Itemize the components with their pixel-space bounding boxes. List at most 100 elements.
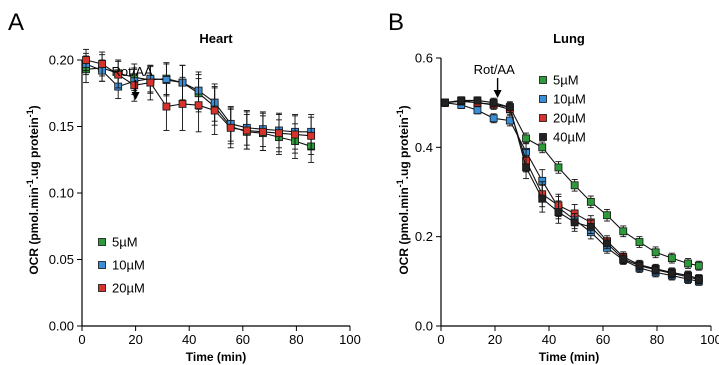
data-point [242, 126, 251, 135]
data-point [619, 255, 628, 263]
annotation-label: Rot/AA [112, 64, 154, 79]
legend-label: 5µM [553, 73, 579, 88]
data-point [258, 127, 267, 136]
y-axis-label-heart: OCR (pmol.min-1.ug protein-1) [25, 105, 41, 274]
data-point [473, 106, 482, 115]
y-axis-label-superscript: -1 [395, 109, 405, 117]
x-tick-label-heart: 0 [78, 332, 85, 347]
data-point [146, 78, 155, 87]
chart-title-lung: Lung [553, 31, 585, 46]
data-point [651, 248, 660, 257]
y-tick-label-heart: 0.05 [49, 252, 74, 267]
data-point [522, 134, 530, 143]
data-point [586, 197, 595, 206]
data-point [457, 96, 466, 105]
y-axis-label-part: OCR (pmol.min [27, 187, 41, 274]
data-point [586, 222, 595, 231]
data-point [694, 275, 703, 284]
data-point [82, 56, 90, 64]
x-tick-label-heart: 40 [182, 332, 196, 347]
data-point [538, 143, 547, 152]
data-point [114, 70, 123, 79]
y-tick-label-heart: 0.20 [49, 53, 74, 68]
panel-letter-b: B [388, 9, 404, 36]
series-line [444, 99, 699, 281]
data-point [603, 211, 611, 220]
y-tick-label-lung: 0.0 [415, 319, 433, 334]
panel-lung: B Lung OCR (pmol.min-1.ug protein-1) Tim… [388, 9, 719, 364]
annotation-label: Rot/AA [474, 62, 516, 77]
y-axis-label-part: ) [397, 105, 411, 109]
annotation-rot-aa-lung: Rot/AA [474, 62, 516, 98]
y-axis-label-superscript: -1 [395, 179, 405, 187]
x-tick-label-heart: 80 [289, 332, 303, 347]
data-point [307, 131, 316, 140]
data-point [505, 103, 514, 112]
data-point [684, 272, 692, 281]
series-lung-4 [441, 96, 703, 285]
y-axis-label-part: .ug protein [27, 117, 41, 179]
x-axis-label-lung: Time (min) [539, 350, 599, 364]
data-point [570, 218, 579, 227]
legend-label: 5µM [112, 235, 138, 250]
data-point [291, 130, 299, 139]
plot-area-heart: 0.00 0.05 0.10 0.15 0.20 0 20 40 60 80 100 5µM 10µM 2… [49, 48, 361, 347]
chart-title-heart: Heart [199, 31, 233, 46]
data-point [226, 123, 235, 132]
y-axis-label-part: OCR (pmol.min [397, 187, 411, 274]
data-point [684, 259, 692, 268]
data-point [554, 163, 563, 172]
legend-lung: 5µM 10µM 20µM 40µM [539, 73, 586, 145]
data-point [694, 261, 703, 270]
y-axis-label-superscript: -1 [25, 109, 35, 117]
x-tick-label-heart: 100 [339, 332, 361, 347]
x-axis-label-heart: Time (min) [186, 350, 246, 364]
legend-marker [98, 238, 106, 246]
legend-marker [98, 261, 106, 269]
data-point [441, 98, 449, 107]
x-tick-label-heart: 20 [128, 332, 142, 347]
y-tick-label-lung: 0.6 [415, 51, 433, 66]
legend-label: 10µM [112, 258, 145, 273]
y-axis-label-part: .ug protein [397, 117, 411, 179]
legend-marker [539, 95, 547, 103]
x-tick-label-lung: 60 [596, 332, 610, 347]
annotation-arrow-head [493, 90, 502, 98]
data-point [619, 227, 628, 236]
data-point [667, 269, 676, 278]
legend-marker [539, 76, 547, 84]
x-tick-label-lung: 40 [542, 332, 556, 347]
data-point [651, 265, 660, 274]
data-point [130, 81, 139, 90]
y-axis-label-part: ) [27, 105, 41, 109]
y-tick-label-heart: 0.00 [49, 319, 74, 334]
y-axis-label-lung: OCR (pmol.min-1.ug protein-1) [395, 105, 411, 274]
annotation-arrow-head [131, 92, 140, 100]
x-tick-label-lung: 0 [437, 332, 444, 347]
legend-marker [98, 284, 106, 292]
series-heart-3 [82, 48, 316, 155]
data-point [473, 96, 482, 105]
legend-marker [539, 133, 547, 141]
data-point [98, 60, 106, 68]
annotation-rot-aa-heart: Rot/AA [112, 64, 154, 100]
data-point [570, 181, 579, 190]
data-point [162, 102, 171, 111]
legend-label: 20µM [112, 281, 145, 296]
data-point [178, 99, 187, 108]
legend-heart: 5µM 10µM 20µM [98, 235, 145, 296]
y-tick-label-lung: 0.4 [415, 140, 433, 155]
y-tick-label-lung: 0.2 [415, 229, 433, 244]
data-point [554, 208, 563, 217]
y-axis-label-superscript: -1 [25, 179, 35, 187]
x-tick-label-heart: 60 [236, 332, 250, 347]
data-point [667, 254, 676, 263]
data-point [210, 106, 219, 115]
legend-marker [539, 114, 547, 122]
y-tick-label-heart: 0.10 [49, 186, 74, 201]
plot-area-lung: 0.0 0.2 0.4 0.6 0 20 40 60 80 100 5µM 10µM 20µM 40µM R… [415, 51, 719, 348]
data-point [489, 98, 498, 107]
data-point [603, 239, 611, 248]
legend-label: 40µM [553, 130, 586, 145]
